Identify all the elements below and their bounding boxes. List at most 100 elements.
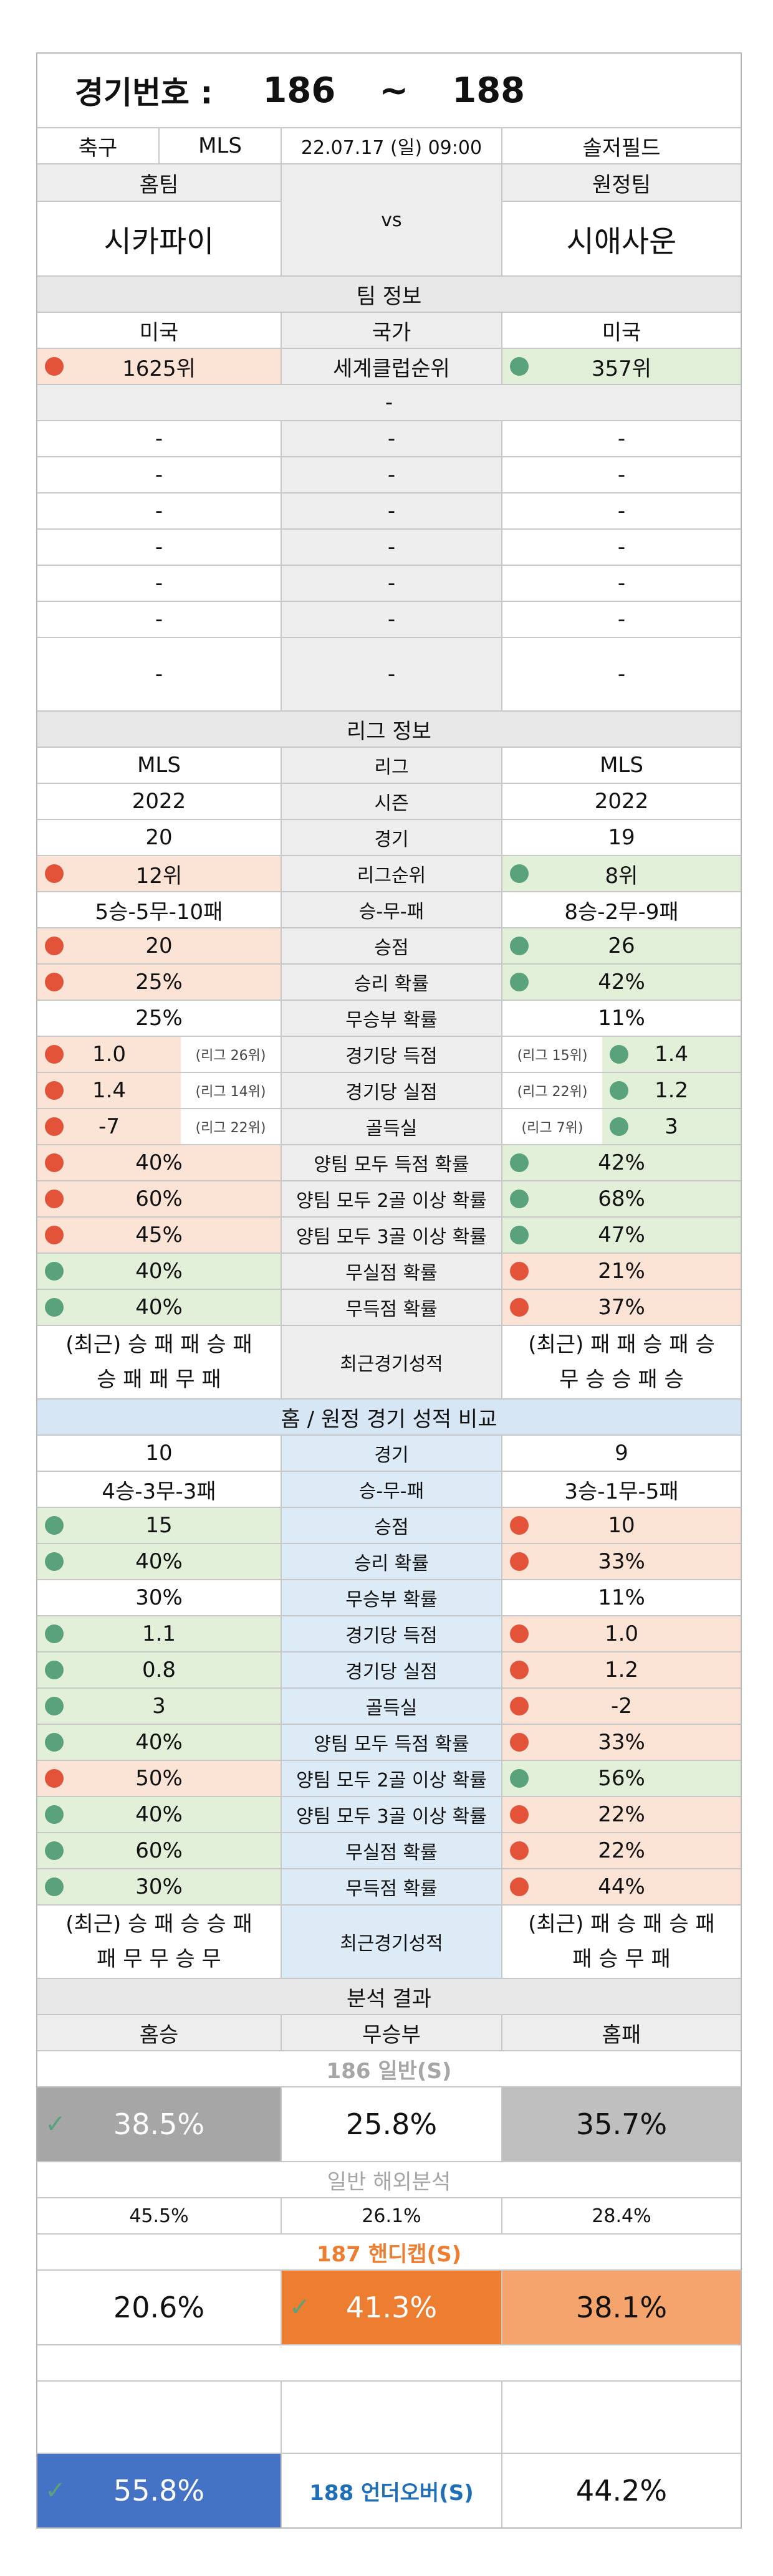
general-draw: 25.8% — [282, 2087, 502, 2161]
league-stat-row: 40% 양팀 모두 득점 확률 42% — [37, 1144, 741, 1180]
green-dot-icon — [45, 1877, 64, 1896]
analysis-columns-row: 홈승 무승부 홈패 — [37, 2014, 741, 2050]
match-info-row: 축구 MLS 22.07.17 (일) 09:00 솔저필드 — [37, 127, 741, 163]
empty-cell — [37, 2345, 741, 2380]
green-dot-icon — [610, 1081, 628, 1100]
ha-stat-label: 무실점 확률 — [282, 1833, 502, 1868]
draw-col-label: 무승부 — [282, 2015, 502, 2050]
handicap-draw: ✓ 41.3% — [282, 2271, 502, 2344]
league-stat-row: 12위 리그순위 8위 — [37, 855, 741, 891]
ha-stat-row: 40% 승리 확률 33% — [37, 1543, 741, 1579]
home-win-col-label: 홈승 — [37, 2015, 282, 2050]
blank-label: - — [282, 421, 502, 456]
home-league-stat: 60% — [37, 1181, 282, 1216]
away-ha-stat: 44% — [502, 1869, 741, 1904]
handicap-label: 187 핸디캡(S) — [316, 2241, 462, 2267]
home-league-stat: 2022 — [37, 784, 282, 819]
blank-away: - — [617, 462, 626, 487]
check-icon: ✓ — [45, 2110, 66, 2139]
overseas-row: 45.5% 26.1% 28.4% — [37, 2197, 741, 2233]
venue-cell: 솔저필드 — [582, 135, 661, 161]
green-dot-icon — [45, 1262, 64, 1281]
blank-label: - — [282, 566, 502, 601]
datetime-cell: 22.07.17 (일) 09:00 — [282, 128, 502, 163]
away-ha-stat: 3승-1무-5패 — [564, 1479, 679, 1504]
ha-stat-row: 10 경기 9 — [37, 1434, 741, 1471]
handicap-row: 20.6% ✓ 41.3% 38.1% — [37, 2269, 741, 2344]
green-dot-icon — [45, 1298, 64, 1317]
blank-home: - — [37, 530, 282, 565]
green-dot-icon — [45, 1733, 64, 1752]
ha-stat-row: 0.8 경기당 실점 1.2 — [37, 1651, 741, 1687]
ha-stat-label: 양팀 모두 2골 이상 확률 — [282, 1761, 502, 1796]
check-icon: ✓ — [45, 2476, 66, 2505]
home-league-stat: 1.0 (리그 26위) — [37, 1037, 282, 1072]
league-stat-row: -7 (리그 22위) 골득실 (리그 7위) 3 — [37, 1108, 741, 1144]
red-dot-icon — [45, 1117, 64, 1136]
green-dot-icon — [510, 1226, 529, 1244]
league-stat-label: 무승부 확률 — [282, 1001, 502, 1036]
ha-stat-label: 골득실 — [282, 1689, 502, 1724]
blank-home: - — [37, 457, 282, 492]
away-ha-stat: 10 — [502, 1508, 741, 1543]
blank-label: - — [282, 457, 502, 492]
ha-stat-label: 양팀 모두 득점 확률 — [282, 1725, 502, 1760]
home-team-label: 홈팀 — [37, 165, 281, 202]
away-ha-stat: 1.0 — [502, 1616, 741, 1651]
league-stat-label: 양팀 모두 득점 확률 — [282, 1145, 502, 1180]
home-league-stat: 40% — [37, 1145, 282, 1180]
green-dot-icon — [45, 1805, 64, 1824]
green-dot-icon — [510, 1769, 529, 1788]
league-stat-row: 5승-5무-10패 승-무-패 8승-2무-9패 — [37, 891, 741, 927]
away-ha-stat: 33% — [502, 1544, 741, 1579]
match-number-header: 경기번호 : 186 ~ 188 — [37, 54, 741, 127]
over-value: ✓ 55.8% — [37, 2454, 282, 2527]
ha-stat-row: 4승-3무-3패 승-무-패 3승-1무-5패 — [37, 1471, 741, 1507]
league-stat-label: 리그 — [282, 748, 502, 783]
header-start-number: 186 — [262, 70, 336, 111]
red-dot-icon — [45, 1045, 64, 1064]
away-ha-stat: 11% — [598, 1585, 645, 1610]
away-league-stat: 42% — [502, 1145, 741, 1180]
league-stat-label: 승-무-패 — [282, 892, 502, 927]
home-ha-stat: 30% — [37, 1869, 282, 1904]
away-league-stat: 21% — [502, 1254, 741, 1289]
ha-stat-label: 무승부 확률 — [282, 1580, 502, 1615]
home-ha-stat: 3 — [37, 1689, 282, 1724]
general-label-row: 186 일반(S) — [37, 2050, 741, 2086]
ha-stat-label: 무득점 확률 — [282, 1869, 502, 1904]
home-league-rank: (리그 22위) — [181, 1109, 281, 1144]
country-label: 국가 — [282, 313, 502, 348]
home-league-stat: 1.4 (리그 14위) — [37, 1073, 282, 1108]
analysis-section-title: 분석 결과 — [37, 1978, 741, 2014]
header-end-number: 188 — [452, 70, 526, 111]
league-stat-label: 경기 — [282, 820, 502, 855]
home-ha-stat: 0.8 — [37, 1653, 282, 1687]
ha-stat-row: 30% 무득점 확률 44% — [37, 1868, 741, 1904]
green-dot-icon — [610, 1117, 628, 1136]
ha-stat-label: 경기 — [282, 1436, 502, 1471]
red-dot-icon — [45, 1190, 64, 1208]
league-stat-label: 골득실 — [282, 1109, 502, 1144]
away-team-label: 원정팀 — [502, 165, 741, 202]
blank-home: - — [37, 421, 282, 456]
blank-away: - — [617, 662, 626, 687]
ha-compare-section-title: 홈 / 원정 경기 성적 비교 — [37, 1398, 741, 1434]
home-ha-stat: 50% — [37, 1761, 282, 1796]
recent-results-label: 최근경기성적 — [282, 1326, 502, 1398]
red-dot-icon — [45, 1769, 64, 1788]
red-dot-icon — [510, 1661, 529, 1679]
league-stat-label: 시즌 — [282, 784, 502, 819]
analysis-title: 분석 결과 — [37, 1979, 741, 2014]
league-stat-label: 무실점 확률 — [282, 1254, 502, 1289]
team-info-section-title: 팀 정보 — [37, 275, 741, 312]
away-league-rank: (리그 15위) — [502, 1037, 602, 1072]
home-ha-stat: 15 — [37, 1508, 282, 1543]
overseas-home-win: 45.5% — [37, 2198, 282, 2233]
home-league-stat: 25% — [37, 965, 282, 999]
empty-split-row — [37, 2380, 741, 2453]
